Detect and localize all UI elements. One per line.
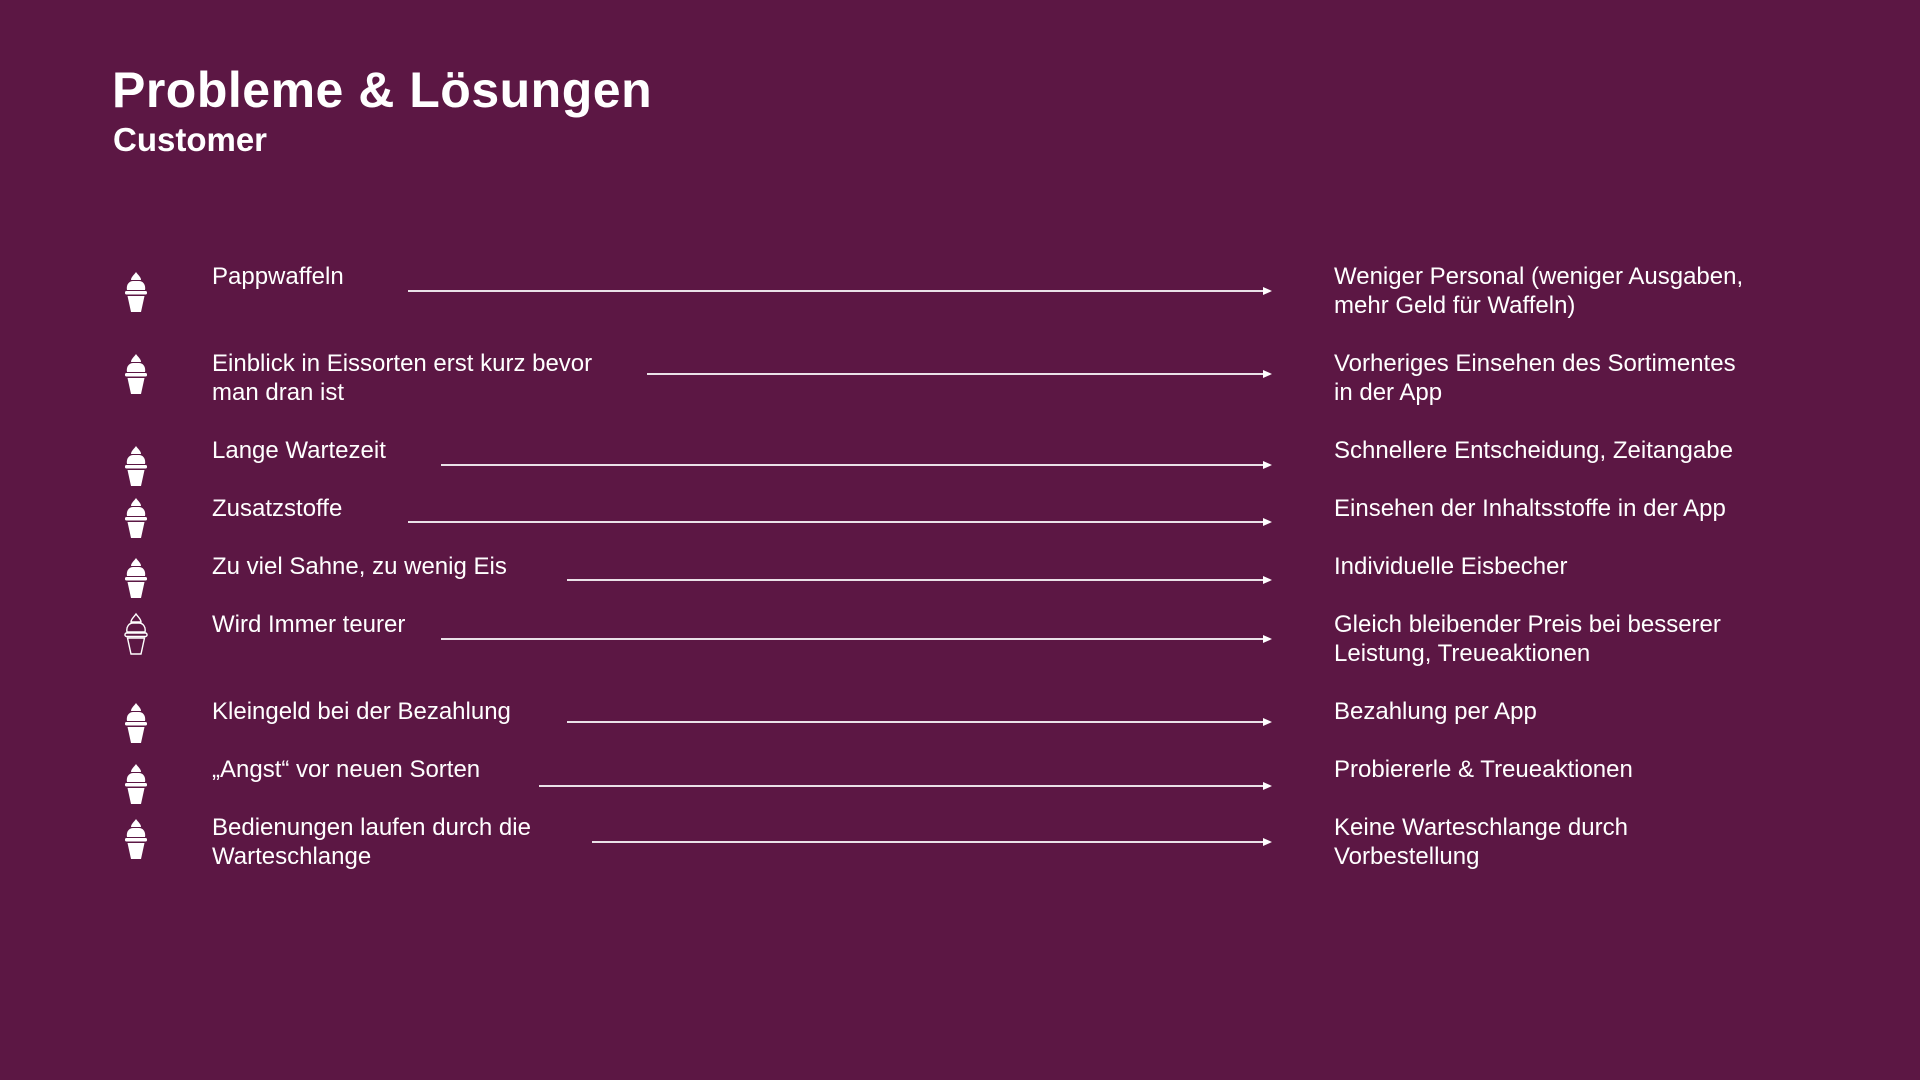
ice-cream-cone-icon xyxy=(122,701,150,745)
problem-text: „Angst“ vor neuen Sorten xyxy=(212,756,481,783)
ice-cream-cone-icon xyxy=(122,352,150,396)
solution-text: Einsehen der Inhaltsstoffe in der App xyxy=(1334,495,1726,522)
ice-cream-cone-icon xyxy=(122,612,150,656)
slide-subtitle: Customer xyxy=(113,121,268,158)
arrow-right-icon xyxy=(441,460,1272,470)
arrow-right-icon xyxy=(647,369,1272,379)
arrow-right-icon xyxy=(567,575,1272,585)
solution-text: Bezahlung per App xyxy=(1334,698,1537,725)
solution-text: Weniger Personal (weniger Ausgaben, mehr… xyxy=(1334,263,1744,319)
ice-cream-cone-icon xyxy=(122,556,150,600)
arrow-right-icon xyxy=(539,781,1272,791)
problem-text: Einblick in Eissorten erst kurz bevor ma… xyxy=(212,350,593,406)
problem-text: Lange Wartezeit xyxy=(212,437,386,464)
ice-cream-cone-icon xyxy=(122,496,150,540)
ice-cream-cone-icon xyxy=(122,270,150,314)
problem-text: Wird Immer teurer xyxy=(212,611,406,638)
problem-text: Kleingeld bei der Bezahlung xyxy=(212,698,511,725)
problem-text: Bedienungen laufen durch die Warteschlan… xyxy=(212,814,531,870)
solution-text: Probiererle & Treueaktionen xyxy=(1334,756,1633,783)
arrow-right-icon xyxy=(408,286,1272,296)
solution-text: Gleich bleibender Preis bei besserer Lei… xyxy=(1334,611,1721,667)
problem-text: Zu viel Sahne, zu wenig Eis xyxy=(212,553,507,580)
ice-cream-cone-icon xyxy=(122,817,150,861)
slide-title: Probleme & Lösungen xyxy=(112,62,653,118)
arrow-right-icon xyxy=(567,717,1272,727)
problem-text: Pappwaffeln xyxy=(212,263,344,290)
solution-text: Individuelle Eisbecher xyxy=(1334,553,1568,580)
solution-text: Keine Warteschlange durch Vorbestellung xyxy=(1334,814,1628,870)
arrow-right-icon xyxy=(592,837,1272,847)
solution-text: Vorheriges Einsehen des Sortimentes in d… xyxy=(1334,350,1736,406)
problem-text: Zusatzstoffe xyxy=(212,495,343,522)
arrow-right-icon xyxy=(441,634,1272,644)
ice-cream-cone-icon xyxy=(122,762,150,806)
ice-cream-cone-icon xyxy=(122,444,150,488)
arrow-right-icon xyxy=(408,517,1272,527)
solution-text: Schnellere Entscheidung, Zeitangabe xyxy=(1334,437,1733,464)
